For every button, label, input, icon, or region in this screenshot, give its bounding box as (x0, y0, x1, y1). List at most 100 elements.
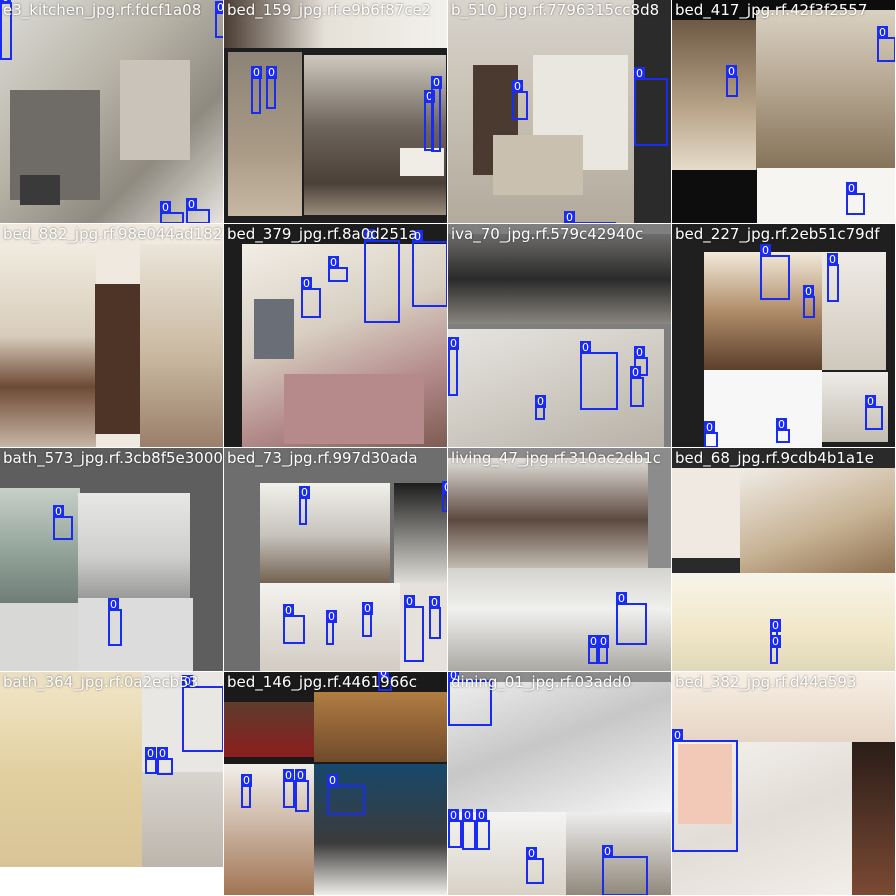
bounding-box: 0 (299, 486, 310, 525)
photo-fragment (78, 598, 193, 671)
bounding-box: 0 (770, 635, 781, 664)
photo-fragment (0, 687, 142, 867)
box-class-label: 0 (299, 486, 310, 499)
mosaic-tile: 0000e3_kitchen_jpg.rf.fdcf1a08 (0, 0, 224, 224)
box-class-label: 0 (726, 65, 737, 78)
photo-fragment (224, 0, 447, 48)
photo-fragment (740, 468, 895, 578)
bounding-box: 0 (295, 769, 309, 812)
bounding-box: 0 (564, 211, 616, 223)
box-class-label: 0 (630, 366, 641, 379)
box-class-label: 0 (760, 244, 771, 257)
photo-fragment (448, 234, 671, 324)
box-class-label: 0 (301, 277, 312, 290)
box-class-label: 0 (462, 809, 473, 822)
box-class-label: 0 (803, 285, 814, 298)
box-class-label: 0 (442, 481, 447, 494)
mosaic-tile: 0 0 0 living_47_jpg.rf.310ac2db1c (448, 448, 672, 672)
photo-fragment (120, 60, 190, 160)
box-class-label: 0 (326, 610, 337, 623)
photo-fragment (634, 0, 671, 223)
photo-fragment (224, 702, 314, 757)
photo-fragment (228, 52, 302, 216)
bounding-box: 0 (462, 809, 476, 850)
photo-fragment (78, 493, 190, 598)
box-class-label: 0 (672, 729, 683, 742)
box-class-label: 0 (588, 635, 599, 648)
box-class-label: 0 (364, 229, 375, 242)
photo-fragment (852, 742, 895, 895)
mosaic-tile: 0 0 0 0 bed_379_jpg.rf.8a0d251a (224, 224, 448, 448)
box-class-label: 0 (0, 0, 11, 4)
bounding-box: 0 (846, 182, 865, 215)
bounding-box: 0 (442, 481, 447, 512)
bounding-box: 0 (476, 809, 490, 850)
box-class-label: 0 (108, 598, 119, 611)
bounding-box: 0 (803, 285, 815, 318)
photo-fragment (0, 488, 80, 603)
box-class-label: 0 (634, 346, 645, 359)
bounding-box: 0 (429, 596, 441, 639)
box-class-label: 0 (53, 505, 64, 518)
box-class-label: 0 (598, 635, 609, 648)
photo-fragment (140, 244, 223, 447)
bounding-box: 0 (630, 366, 644, 407)
photo-fragment (704, 252, 822, 370)
mosaic-tile: bed_882_jpg.rf.98e044ad182 (0, 224, 224, 448)
box-class-label: 0 (535, 395, 546, 408)
box-class-label: 0 (266, 66, 277, 79)
box-class-label: 0 (476, 809, 487, 822)
box-class-label: 0 (145, 747, 156, 760)
photo-fragment (254, 299, 294, 359)
bounding-box: 0 (251, 66, 262, 114)
box-class-label: 0 (157, 747, 168, 760)
bounding-box: 0 (616, 592, 647, 645)
box-class-label: 0 (429, 596, 440, 609)
photo-fragment (493, 135, 583, 195)
photo-fragment (95, 284, 140, 434)
mosaic-tile: 0 0 bath_573_jpg.rf.3cb8f5e3000 (0, 448, 224, 672)
box-class-label: 0 (846, 182, 857, 195)
photo-fragment (448, 568, 671, 671)
photo-fragment (756, 10, 895, 170)
box-class-label: 0 (431, 76, 442, 89)
box-class-label: 0 (404, 595, 415, 608)
box-class-label: 0 (327, 774, 338, 787)
bounding-box: 0 (157, 747, 173, 775)
bounding-box: 0 (160, 201, 184, 223)
bounding-box: 0 (241, 774, 252, 808)
mosaic-tile: 0 0 0 b_510_jpg.rf.7796315cc8d8 (448, 0, 672, 224)
photo-fragment (260, 483, 390, 588)
photo-fragment (304, 55, 446, 215)
photo-fragment (0, 244, 96, 447)
bounding-box: 0 (328, 256, 348, 282)
mosaic-tile: 0 0 bed_68_jpg.rf.9cdb4b1a1e (672, 448, 896, 672)
box-class-label: 0 (251, 66, 262, 79)
box-class-label: 0 (241, 774, 252, 787)
box-class-label: 0 (827, 253, 838, 266)
photo-fragment (822, 252, 886, 370)
photo-fragment (672, 672, 895, 742)
photo-fragment (672, 573, 895, 671)
photo-fragment (448, 682, 671, 812)
mosaic-tile: 0 0 0 0 0 bed_146_jpg.rf.4461966c (224, 672, 448, 896)
bounding-box: 0 (877, 26, 895, 62)
bounding-box: 0 (362, 602, 373, 637)
photo-fragment (284, 374, 424, 444)
bounding-box: 0 (865, 395, 883, 430)
box-class-label: 0 (362, 602, 373, 615)
photo-fragment (672, 468, 740, 558)
photo-fragment (448, 812, 566, 895)
bounding-box: 0 (448, 337, 459, 396)
photo-fragment (704, 370, 822, 447)
bounding-box: 0 (448, 809, 462, 848)
bounding-box: 0 (431, 76, 442, 152)
photo-fragment (0, 867, 223, 895)
box-class-label: 0 (424, 90, 435, 103)
bounding-box: 0 (108, 598, 122, 646)
box-class-label: 0 (776, 418, 787, 431)
mosaic-tile: 0 bed_382_jpg.rf.d44a593 (672, 672, 896, 896)
photo-fragment (394, 483, 447, 583)
